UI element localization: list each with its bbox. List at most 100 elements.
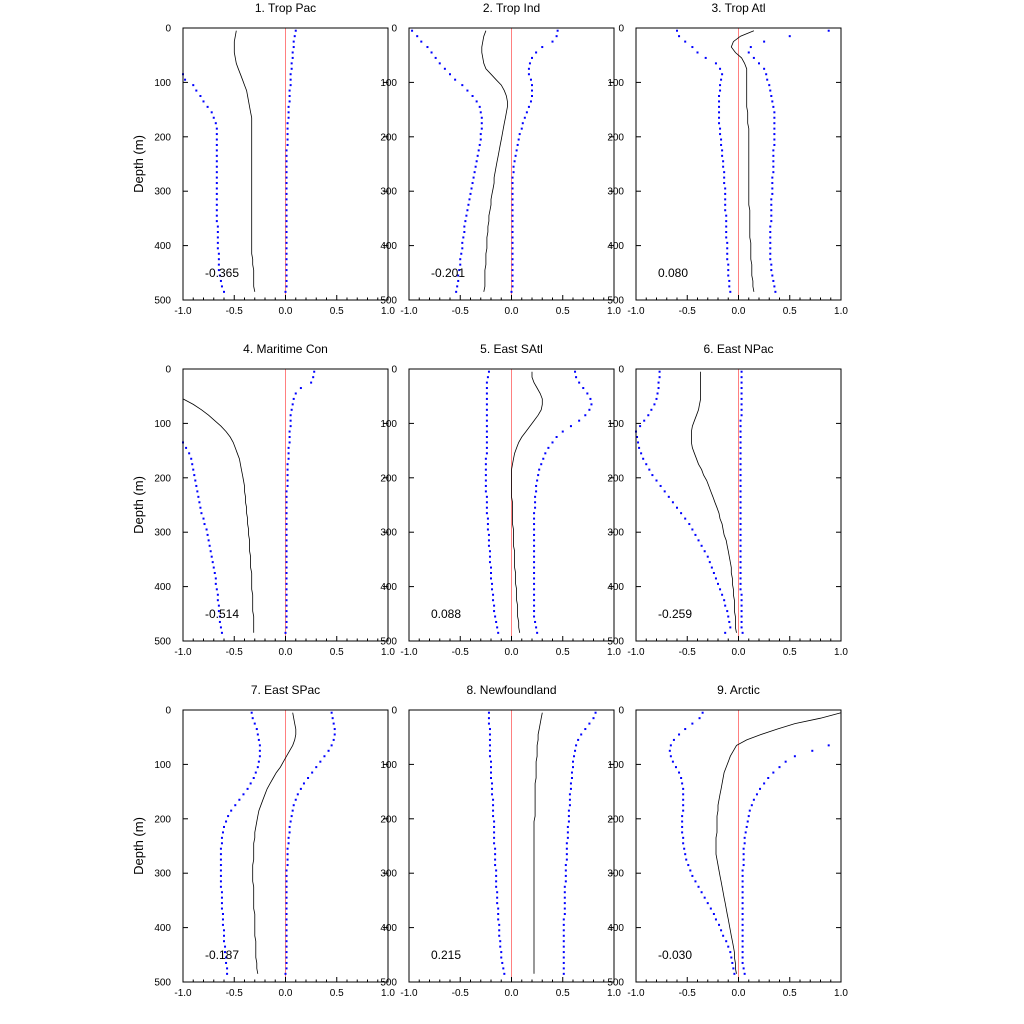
lower-bound-dot	[727, 945, 730, 948]
lower-bound-dot	[720, 138, 723, 141]
lower-bound-dot	[250, 711, 253, 714]
lower-bound-dot	[467, 203, 470, 206]
y-tick-label: 400	[380, 923, 397, 934]
x-tick-label: -0.5	[226, 647, 244, 658]
upper-bound-dot	[743, 836, 746, 839]
lower-bound-dot	[718, 100, 721, 103]
lower-bound-dot	[487, 711, 490, 714]
lower-bound-dot	[215, 187, 218, 190]
upper-bound-dot	[285, 572, 288, 574]
lower-bound-dot	[253, 722, 256, 725]
upper-bound-dot	[739, 490, 742, 493]
upper-bound-dot	[333, 728, 336, 731]
upper-bound-dot	[741, 961, 744, 964]
upper-bound-dot	[563, 902, 566, 905]
lower-bound-dot	[725, 231, 728, 233]
lower-bound-dot	[485, 501, 488, 504]
upper-bound-dot	[533, 566, 536, 569]
lower-bound-dot	[484, 457, 487, 460]
lower-bound-dot	[214, 582, 217, 585]
mean-profile-line	[691, 371, 737, 633]
lower-bound-dot	[639, 425, 642, 428]
y-tick-label: 300	[154, 187, 171, 198]
upper-bound-dot	[767, 777, 770, 779]
upper-bound-dot	[286, 847, 289, 850]
lower-bound-dot	[502, 967, 505, 970]
lower-bound-dot	[199, 95, 202, 97]
upper-bound-dot	[578, 381, 581, 384]
upper-bound-dot	[773, 116, 776, 119]
lower-bound-dot	[488, 738, 491, 741]
x-tick-label: -0.5	[452, 306, 470, 317]
upper-bound-dot	[511, 198, 514, 201]
lower-bound-dot	[477, 149, 480, 152]
x-tick-label: -1.0	[627, 647, 645, 658]
lower-bound-dot	[221, 913, 224, 915]
upper-bound-dot	[778, 766, 781, 769]
lower-bound-dot	[487, 722, 490, 725]
y-tick-label: 100	[154, 760, 171, 771]
upper-bound-dot	[592, 717, 595, 720]
upper-bound-dot	[511, 236, 514, 239]
y-tick-label: 500	[154, 637, 171, 648]
lower-bound-dot	[499, 940, 502, 943]
y-tick-label: 200	[607, 132, 624, 143]
upper-bound-dot	[563, 891, 566, 894]
upper-bound-dot	[286, 127, 289, 130]
lower-bound-dot	[485, 452, 488, 455]
upper-bound-dot	[533, 533, 536, 536]
lower-bound-dot	[192, 468, 195, 471]
upper-bound-dot	[827, 744, 830, 747]
lower-bound-dot	[486, 376, 489, 379]
upper-bound-dot	[772, 279, 775, 282]
upper-bound-dot	[285, 896, 288, 899]
lower-bound-dot	[219, 885, 222, 888]
upper-bound-dot	[556, 29, 559, 32]
upper-bound-dot	[567, 820, 570, 823]
upper-bound-dot	[285, 501, 288, 504]
upper-bound-dot	[741, 869, 744, 872]
lower-bound-dot	[249, 782, 252, 785]
lower-bound-dot	[697, 539, 700, 542]
lower-bound-dot	[420, 40, 423, 43]
lower-bound-dot	[727, 263, 730, 266]
lower-bound-dot	[718, 116, 721, 119]
upper-bound-dot	[285, 231, 288, 233]
upper-bound-dot	[285, 241, 288, 244]
lower-bound-dot	[493, 836, 496, 839]
y-tick-label: 300	[607, 187, 624, 198]
upper-bound-dot	[742, 967, 745, 970]
lower-bound-dot	[719, 84, 722, 87]
lower-bound-dot	[468, 198, 471, 201]
upper-bound-dot	[533, 523, 536, 526]
upper-bound-dot	[772, 771, 775, 774]
x-tick-label: 0.0	[279, 306, 293, 317]
lower-bound-dot	[219, 869, 222, 872]
upper-bound-dot	[307, 777, 310, 779]
upper-bound-dot	[285, 176, 288, 179]
upper-bound-dot	[739, 550, 742, 553]
y-tick-label: 400	[380, 582, 397, 593]
lower-bound-dot	[223, 290, 225, 293]
upper-bound-dot	[574, 749, 577, 752]
upper-bound-dot	[285, 149, 288, 152]
upper-bound-dot	[739, 495, 742, 498]
upper-bound-dot	[773, 285, 776, 288]
y-tick-label: 300	[607, 528, 624, 539]
lower-bound-dot	[719, 89, 722, 92]
lower-bound-dot	[205, 528, 208, 531]
upper-bound-dot	[285, 165, 288, 168]
upper-bound-dot	[531, 84, 533, 87]
upper-bound-dot	[772, 171, 775, 174]
lower-bound-dot	[648, 468, 651, 471]
lower-bound-dot	[215, 154, 218, 157]
upper-bound-dot	[536, 479, 539, 482]
upper-bound-dot	[739, 544, 742, 547]
upper-bound-dot	[534, 506, 537, 509]
lower-bound-dot	[485, 495, 488, 498]
lower-bound-dot	[657, 381, 660, 384]
lower-bound-dot	[714, 62, 717, 65]
lower-bound-dot	[671, 760, 674, 763]
upper-bound-dot	[770, 214, 773, 217]
lower-bound-dot	[491, 582, 494, 585]
